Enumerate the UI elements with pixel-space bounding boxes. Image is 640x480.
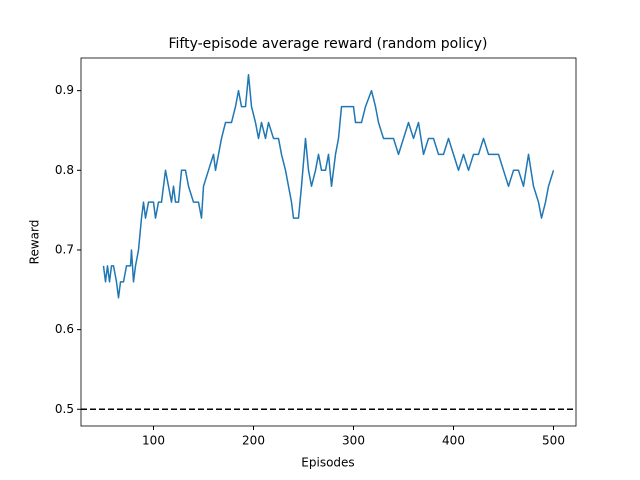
x-tick-label: 500 — [542, 434, 565, 448]
data-line — [102, 73, 555, 299]
x-tick-label: 200 — [242, 434, 265, 448]
y-tick-label: 0.9 — [55, 83, 74, 97]
y-tick-label: 0.8 — [55, 163, 74, 177]
y-tick-label: 0.7 — [55, 242, 74, 256]
x-axis-label: Episodes — [301, 456, 354, 470]
axes-frame — [80, 57, 577, 427]
chart-title: Fifty-episode average reward (random pol… — [169, 36, 488, 52]
y-tick-label: 0.5 — [55, 402, 74, 416]
y-tick-label: 0.6 — [55, 322, 74, 336]
x-tick-label: 300 — [342, 434, 365, 448]
y-axis-label: Reward — [28, 220, 42, 265]
x-tick-label: 100 — [142, 434, 165, 448]
x-tick-label: 400 — [442, 434, 465, 448]
